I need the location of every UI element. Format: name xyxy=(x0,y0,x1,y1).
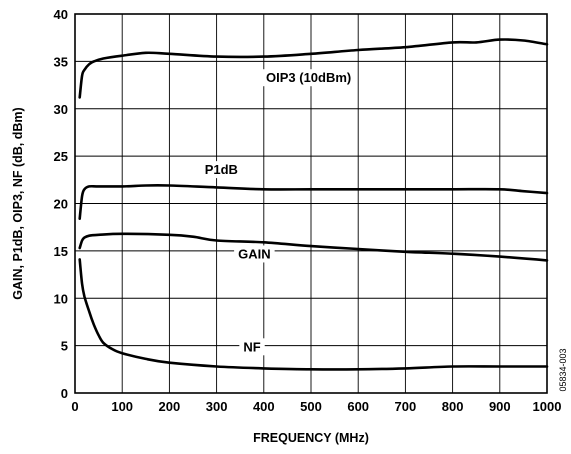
y-tick-label: 10 xyxy=(54,291,68,306)
x-tick-label: 900 xyxy=(489,399,511,414)
x-tick-label: 700 xyxy=(395,399,417,414)
y-tick-label: 15 xyxy=(54,244,68,259)
series-label-background xyxy=(200,161,242,179)
series-line-oip3-10dbm xyxy=(78,38,549,99)
series-line-p1db xyxy=(78,184,549,220)
series-label: NF xyxy=(243,339,260,354)
x-tick-label: 300 xyxy=(206,399,228,414)
y-tick-label: 40 xyxy=(54,7,68,22)
x-tick-label: 100 xyxy=(111,399,133,414)
series-label-background xyxy=(234,245,275,263)
x-tick-label: 0 xyxy=(71,399,78,414)
series-label: P1dB xyxy=(205,162,238,177)
series-label-background xyxy=(239,338,265,356)
figure-id: 05834-003 xyxy=(558,348,568,391)
series-labels: OIP3 (10dBm) P1dB GAIN NF xyxy=(205,70,352,354)
series-label: GAIN xyxy=(238,246,271,261)
curves xyxy=(78,38,549,371)
series-label: OIP3 (10dBm) xyxy=(266,70,351,85)
x-tick-label: 600 xyxy=(347,399,369,414)
x-tick-label: 200 xyxy=(159,399,181,414)
label-backgrounds xyxy=(200,69,356,356)
x-tick-label: 500 xyxy=(300,399,322,414)
x-tick-label: 1000 xyxy=(533,399,562,414)
y-tick-label: 30 xyxy=(54,102,68,117)
series-line-gain xyxy=(78,232,549,262)
plot-frame xyxy=(74,13,548,394)
x-axis-title: FREQUENCY (MHz) xyxy=(253,431,369,445)
y-tick-label: 5 xyxy=(61,339,68,354)
y-tick-label: 25 xyxy=(54,149,68,164)
y-tick-labels: 0 5 10 15 20 25 30 35 40 xyxy=(54,7,68,401)
y-axis-title: GAIN, P1dB, OIP3, NF (dB, dBm) xyxy=(11,107,25,299)
x-tick-label: 800 xyxy=(442,399,464,414)
series-label-background xyxy=(262,69,356,87)
y-tick-label: 0 xyxy=(61,386,68,401)
y-tick-label: 35 xyxy=(54,54,68,69)
x-tick-label: 400 xyxy=(253,399,275,414)
series-line-nf xyxy=(78,258,549,371)
x-tick-labels: 0 100 200 300 400 500 600 700 800 900 1000 xyxy=(71,399,561,414)
y-tick-label: 20 xyxy=(54,197,68,212)
